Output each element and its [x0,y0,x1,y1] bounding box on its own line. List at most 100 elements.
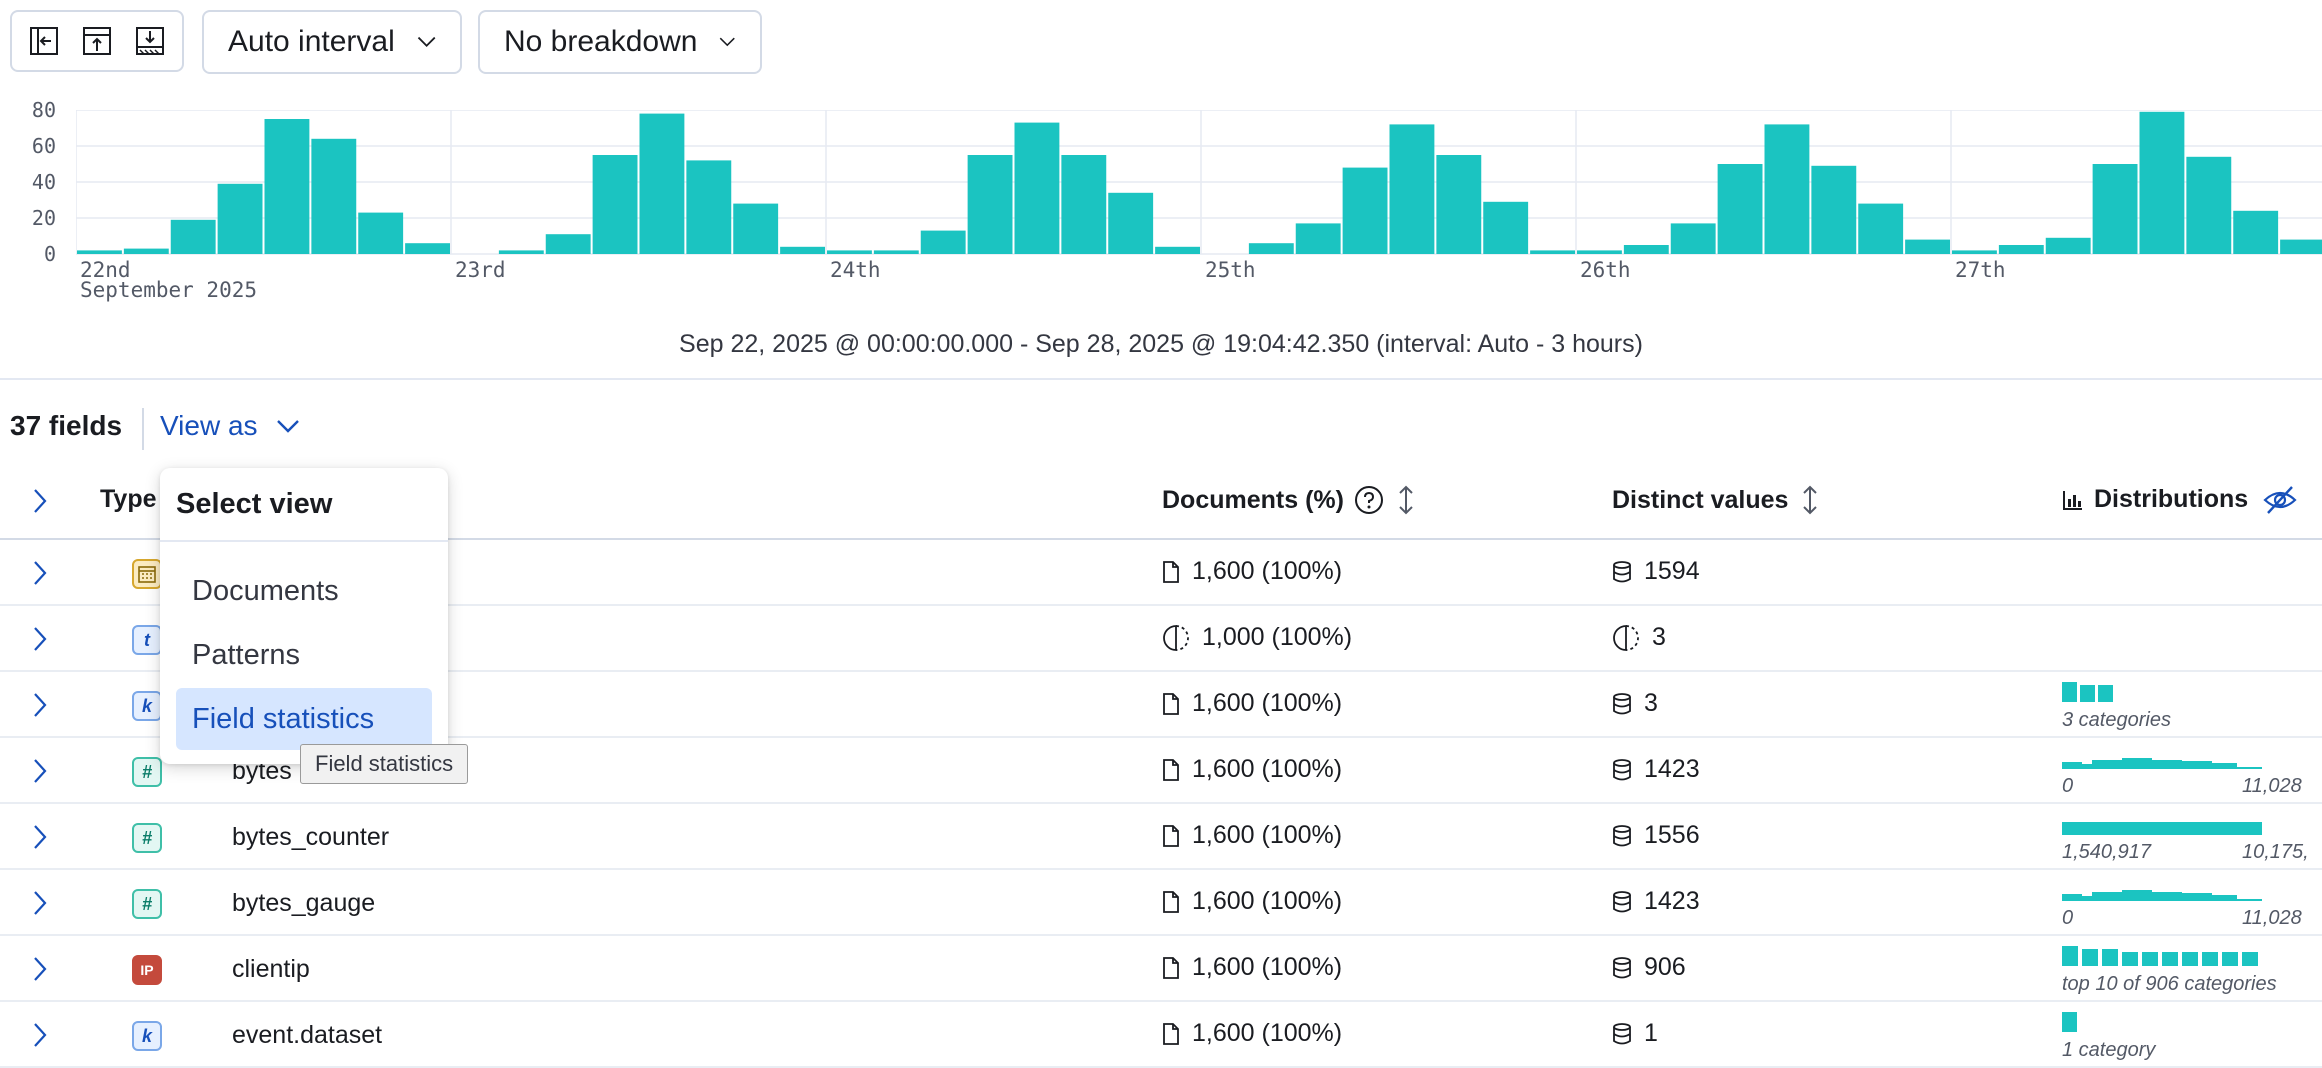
field-name: event.dataset [232,1021,383,1049]
histogram-bar[interactable] [827,250,872,254]
histogram-bar[interactable] [1389,124,1435,255]
expand-row-button[interactable] [32,890,48,921]
distribution-cell[interactable]: 0 11,028 [2062,746,2322,799]
chevron-right-icon [34,627,47,651]
histogram-bar[interactable] [1717,164,1763,254]
breakdown-dropdown[interactable]: No breakdown [478,10,762,74]
histogram-bar[interactable] [1764,124,1810,255]
histogram-bar[interactable] [1952,250,1997,254]
histogram-bar[interactable] [1623,245,1669,254]
table-row[interactable]: IP clientip 1,600 (100%) 906 top 10 of 9… [0,936,2322,1002]
y-tick: 40 [31,170,56,194]
histogram-bar[interactable] [873,250,919,254]
column-header-documents[interactable]: Documents (%) [1162,485,1418,515]
histogram-bar[interactable] [1342,167,1388,254]
expand-row-button[interactable] [32,824,48,855]
histogram-bar[interactable] [2139,111,2185,254]
histogram-bar[interactable] [217,183,263,254]
histogram-bar[interactable] [1905,239,1950,254]
histogram-bar[interactable] [545,234,591,254]
histogram-bar[interactable] [2233,210,2279,254]
histogram-bar[interactable] [967,155,1013,254]
sort-icon[interactable] [1798,485,1822,515]
expand-row-button[interactable] [32,956,48,987]
column-header-type[interactable]: Type [100,485,157,514]
histogram-bar[interactable] [920,230,966,254]
histogram-bar[interactable] [1108,192,1154,254]
histogram-bar[interactable] [498,250,544,254]
histogram-bar[interactable] [1436,155,1482,254]
table-row[interactable]: # bytes_counter 1,600 (100%) 1556 1,540,… [0,804,2322,870]
upload-icon[interactable] [77,21,117,61]
question-icon[interactable] [1354,485,1384,515]
table-row[interactable]: k 1,600 (100%) 3 3 categories [0,672,2322,738]
distribution-cell[interactable]: 1 category [2062,1010,2272,1062]
view-option-documents[interactable]: Documents [192,574,339,607]
view-option-patterns[interactable]: Patterns [192,638,300,671]
histogram-bar[interactable] [686,160,732,254]
document-icon [1163,1022,1179,1045]
chevron-right-icon [34,693,47,717]
expand-row-button[interactable] [32,560,48,591]
distribution-sparkline [2062,682,2113,702]
y-tick: 60 [31,134,56,158]
histogram-bar[interactable] [1670,223,1716,254]
histogram-bar[interactable] [123,248,169,254]
histogram-bar[interactable] [311,138,357,254]
table-row[interactable]: # bytes_gauge 1,600 (100%) 1423 0 11,028 [0,870,2322,936]
histogram-bar[interactable] [1483,201,1529,254]
hide-distributions-button[interactable] [2262,484,2298,521]
sort-icon[interactable] [1394,485,1418,515]
histogram-bar[interactable] [2045,237,2091,254]
documents-cell: 1,600 (100%) [1162,755,1342,784]
distribution-cell[interactable]: 0 11,028 [2062,878,2322,931]
histogram-bar[interactable] [2092,164,2138,254]
distribution-cell[interactable]: 3 categories [2062,680,2272,732]
x-tick: 24th [830,258,881,282]
histogram-bar[interactable] [264,119,310,254]
expand-row-button[interactable] [32,626,48,657]
histogram-bar[interactable] [405,243,450,254]
table-row[interactable]: k event.dataset 1,600 (100%) 1 1 categor… [0,1002,2322,1068]
histogram-bar[interactable] [1811,165,1857,254]
table-row[interactable]: 1,600 (100%) 1594 [0,540,2322,606]
histogram-bar[interactable] [780,246,825,254]
histogram-bar[interactable] [1248,243,1294,254]
field-type-label: # [141,893,152,914]
histogram-bar[interactable] [2186,156,2232,254]
interval-dropdown[interactable]: Auto interval [202,10,462,74]
view-as-button[interactable]: View as [160,410,300,442]
histogram-bar[interactable] [1295,223,1341,254]
download-icon[interactable] [130,21,170,61]
expand-row-button[interactable] [32,692,48,723]
histogram-bar[interactable] [1061,155,1107,254]
database-icon [1613,956,1631,978]
expand-row-button[interactable] [32,1022,48,1053]
table-row[interactable]: t 1,000 (100%) 3 [0,606,2322,672]
histogram-bar[interactable] [170,219,216,254]
distribution-cell[interactable]: top 10 of 906 categories [2062,944,2277,996]
histogram-bar[interactable] [1014,122,1060,254]
histogram-bar[interactable] [1577,250,1622,254]
distribution-cell[interactable]: 1,540,917 10,175, [2062,812,2322,865]
field-type-number-icon: # [132,823,162,853]
histogram-bar[interactable] [1155,246,1200,254]
expand-row-button[interactable] [32,758,48,789]
expand-all-button[interactable] [32,488,48,519]
histogram-bar[interactable] [592,155,638,254]
histogram-bar[interactable] [358,212,404,254]
histogram-bar[interactable] [1530,250,1575,254]
distribution-bar [2122,952,2138,966]
collapse-sidebar-icon[interactable] [24,21,64,61]
column-header-distributions[interactable]: Distributions [2062,485,2248,514]
histogram-chart[interactable] [76,110,2322,256]
histogram-bar[interactable] [2280,239,2322,254]
histogram-bar[interactable] [639,113,685,254]
histogram-bar[interactable] [733,203,779,254]
distinct-value: 1594 [1644,557,1700,585]
histogram-bar[interactable] [1998,245,2044,254]
view-option-field-statistics[interactable]: Field statistics [176,688,432,750]
histogram-bar[interactable] [77,250,122,254]
histogram-bar[interactable] [1858,203,1904,254]
column-header-distinct[interactable]: Distinct values [1612,485,1822,515]
